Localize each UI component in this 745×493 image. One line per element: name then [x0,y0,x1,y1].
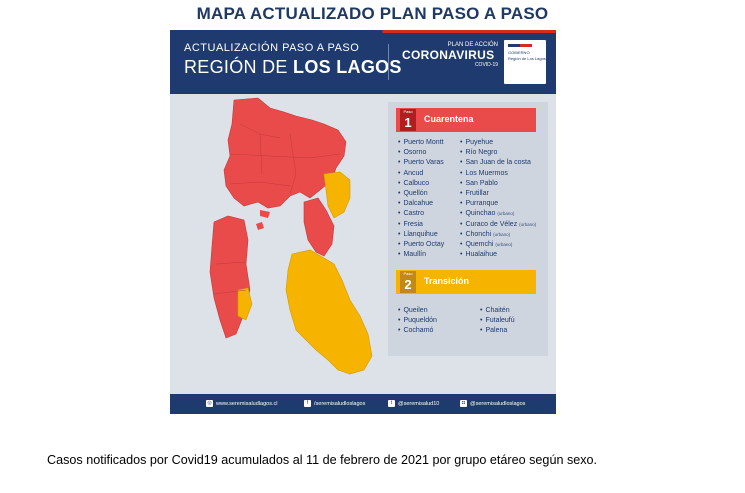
map-area-quarantine-north [223,97,347,209]
map-area-chiloe [209,215,251,339]
phase-1-badge: Paso 1 [400,109,416,131]
facebook-icon: f [304,400,311,407]
phase-1-step-label: Paso [403,109,413,114]
globe-icon: ◎ [206,400,213,407]
phase-1-number: 1 [404,115,412,130]
commune-item: Quellón [398,189,460,199]
commune-item: Cochamó [398,326,468,336]
commune-item: Hualaihue [460,250,548,260]
government-logo: GOBIERNO Región de Los Lagos [504,40,546,84]
commune-item: Quemchi (urbano) [460,240,548,250]
gov-logo-bar-red [520,44,532,47]
phase-legend-panel: Paso 1 Cuarentena Puerto Montt Osorno Pu… [388,102,548,356]
twitter-icon: t [388,400,395,407]
map-area-transition-south [285,249,373,375]
phase-2-name: Transición [424,276,470,286]
commune-item: Chonchi (urbano) [460,230,548,240]
footer-website: ◎ www.seremisaludlagos.cl [206,400,278,407]
commune-item: Dalcahue [398,199,460,209]
map-area-island-2 [260,210,270,218]
gov-logo-line1: GOBIERNO [508,50,530,55]
phase-2-step-label: Paso [403,271,413,276]
commune-item: Chaitén [480,306,546,316]
commune-item: Castro [398,209,460,219]
header-title: REGIÓN DE LOS LAGOS [184,57,402,78]
map-area-transition-cochamo [323,171,351,219]
commune-item: Puerto Varas [398,158,460,168]
commune-item: San Juan de la costa [460,158,548,168]
footer-instagram: ◘ @seremisaludloslagos [460,400,526,407]
header-title-region: LOS LAGOS [293,57,402,77]
commune-item: Curaco de Vélez (urbano) [460,220,548,230]
commune-item: Calbuco [398,179,460,189]
commune-item: San Pablo [460,179,548,189]
commune-item: Fresia [398,220,460,230]
commune-item: Río Negro [460,148,548,158]
footer-facebook: f/seremisaludloslagos [304,400,365,407]
commune-item: Puqueldón [398,316,468,326]
commune-item: Queilen [398,306,468,316]
infographic-header: ACTUALIZACIÓN PASO A PASO REGIÓN DE LOS … [170,30,556,94]
footer-twitter: t @seremisalud10 [388,400,439,407]
commune-item: Llanquihue [398,230,460,240]
phase-2-number: 2 [404,277,412,292]
commune-item: Purranque [460,199,548,209]
phase-2-communes-left: Queilen Puqueldón Cochamó [398,306,468,337]
map-area-transition-chiloe [237,287,253,321]
phase-2-header: Paso 2 Transición [396,270,536,294]
coronavirus-plan-logo: PLAN DE ACCIÓN CORONAVIRUS COVID-19 [402,42,502,68]
commune-item: Puerto Octay [398,240,460,250]
commune-item: Frutillar [460,189,548,199]
gov-logo-bar-blue [508,44,520,47]
paso-a-paso-infographic: ACTUALIZACIÓN PASO A PASO REGIÓN DE LOS … [170,30,556,414]
instagram-icon: ◘ [460,400,467,407]
commune-item: Palena [480,326,546,336]
header-subtitle: ACTUALIZACIÓN PASO A PASO [184,42,360,54]
map-area-quarantine-hualaihue [303,197,335,257]
phase-1-communes-left: Puerto Montt Osorno Puerto Varas Ancud C… [398,138,460,260]
commune-item: Los Muermos [460,169,548,179]
flag-stripe [170,30,556,33]
header-divider [388,44,389,80]
commune-item: Puyehue [460,138,548,148]
figure-caption: Casos notificados por Covid19 acumulados… [47,453,598,467]
commune-item: Puerto Montt [398,138,460,148]
plan-sub: COVID-19 [474,62,498,68]
phase-1-header: Paso 1 Cuarentena [396,108,536,132]
header-title-prefix: REGIÓN DE [184,57,288,77]
phase-1-communes-right: Puyehue Río Negro San Juan de la costa L… [460,138,548,260]
document-title: MAPA ACTUALIZADO PLAN PASO A PASO [196,4,549,23]
plan-label: PLAN DE ACCIÓN [447,42,498,48]
gov-logo-line2: Región de Los Lagos [508,56,546,61]
phase-2-communes-right: Chaitén Futaleufú Palena [480,306,546,337]
region-map [209,97,373,375]
infographic-footer: ◎ www.seremisaludlagos.cl f/seremisaludlo… [170,394,556,414]
commune-item: Ancud [398,169,460,179]
commune-item: Maullín [398,250,460,260]
commune-item: Quinchao (urbano) [460,209,548,219]
plan-brand: CORONAVIRUS [402,48,495,62]
map-commune-borders [213,123,341,295]
commune-item: Osorno [398,148,460,158]
phase-1-name: Cuarentena [424,114,474,124]
phase-2-badge: Paso 2 [400,271,416,293]
commune-item: Futaleufú [480,316,546,326]
map-area-island-1 [256,222,264,230]
